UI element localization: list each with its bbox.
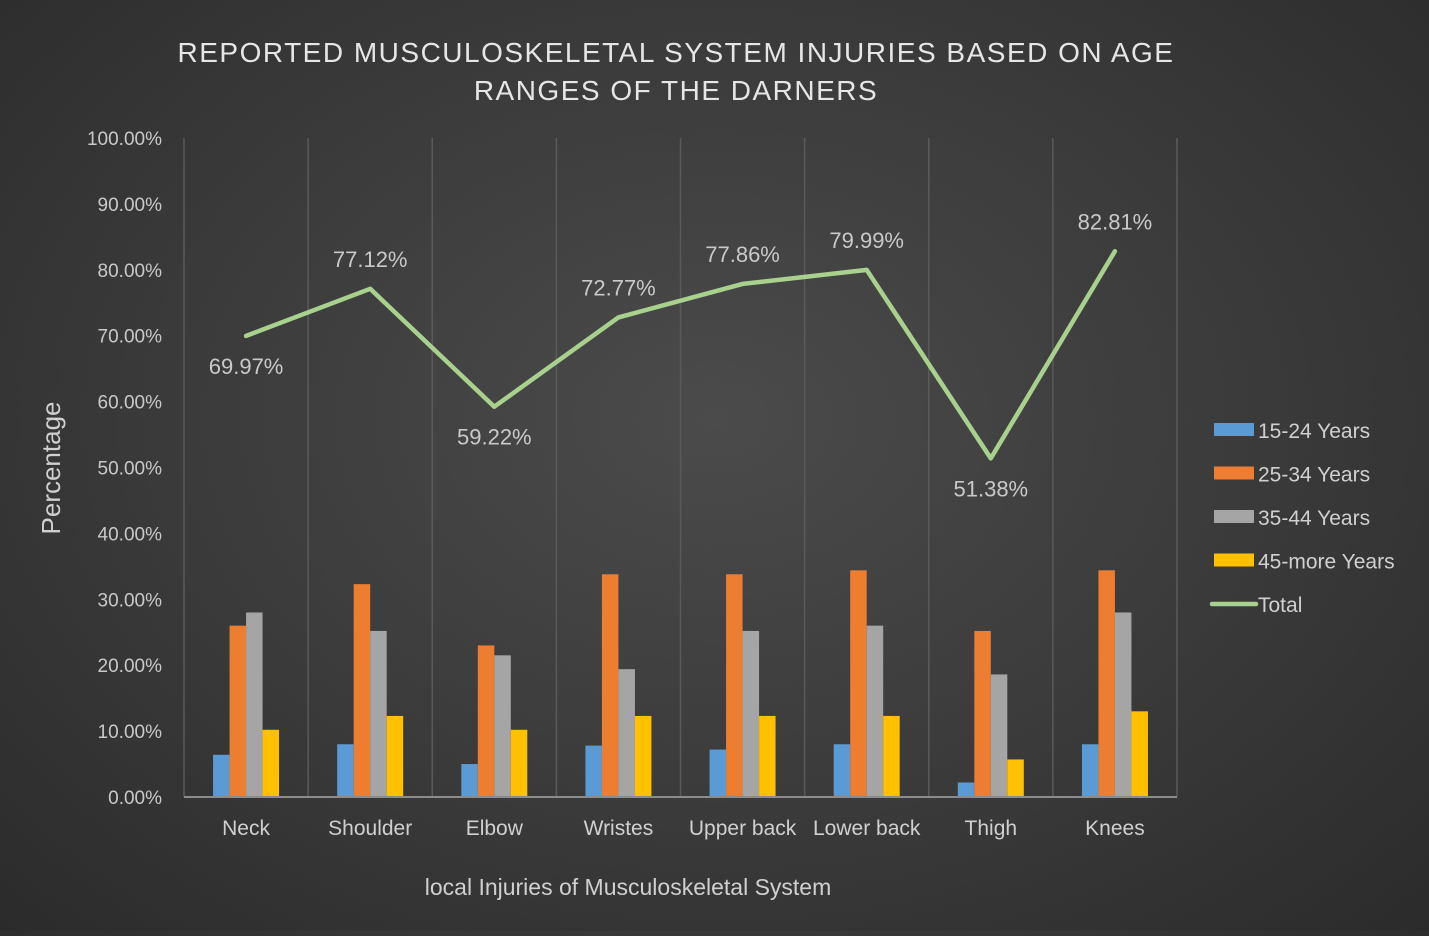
bar-45-more-years (1007, 759, 1024, 797)
legend-label: 45-more Years (1258, 551, 1395, 574)
bar-35-44-years (866, 625, 884, 797)
y-tick-label: 30.00% (98, 590, 163, 611)
bar-15-24-years (709, 749, 727, 797)
chart-title: RANGES OF THE DARNERS (474, 75, 878, 106)
x-tick-label: Thigh (965, 817, 1018, 840)
total-line-layer (243, 249, 1118, 461)
bar-25-34-years (726, 574, 743, 797)
bar-15-24-years (461, 764, 478, 797)
x-tick-label: Lower back (813, 817, 921, 840)
y-tick-label: 100.00% (87, 129, 162, 150)
data-label-total: 82.81% (1078, 209, 1153, 234)
x-tick-label: Upper back (689, 817, 797, 840)
y-axis-title: Percentage (36, 402, 66, 535)
total-line (243, 249, 1118, 461)
bar-25-34-years (974, 630, 991, 797)
legend-swatch (1214, 466, 1254, 480)
bar-35-44-years (1114, 612, 1132, 797)
legend: 15-24 Years 25-34 Years 35-44 Years 45-more… (1209, 420, 1395, 617)
bar-35-44-years (494, 655, 511, 797)
bar-35-44-years (742, 630, 760, 797)
y-tick-label: 20.00% (98, 656, 163, 677)
x-axis-title: local Injuries of Musculoskeletal System (425, 874, 832, 900)
bar-45-more-years (386, 715, 404, 797)
data-label-total: 59.22% (457, 425, 532, 450)
bar-45-more-years (262, 729, 280, 797)
data-label-total: 79.99% (829, 228, 904, 253)
bar-15-24-years (585, 745, 602, 797)
y-tick-label: 60.00% (98, 393, 163, 414)
chart-title: REPORTED MUSCULOSKELETAL SYSTEM INJURIES… (178, 37, 1175, 68)
bar-25-34-years (353, 584, 371, 797)
bar-15-24-years (1081, 744, 1099, 797)
data-label-total: 51.38% (954, 476, 1029, 501)
bar-45-more-years (634, 715, 652, 797)
bar-35-44-years (990, 674, 1008, 797)
x-tick-label: Elbow (466, 817, 524, 840)
legend-swatch (1214, 510, 1254, 523)
y-tick-label: 80.00% (98, 261, 163, 282)
bar-35-44-years (618, 669, 635, 797)
bar-45-more-years (759, 715, 776, 797)
legend-label: 15-24 Years (1258, 420, 1370, 443)
x-tick-label: Shoulder (328, 817, 412, 840)
bar-45-more-years (883, 715, 900, 797)
bars (213, 570, 1148, 797)
legend-label: 25-34 Years (1258, 464, 1370, 487)
bar-15-24-years (213, 754, 230, 797)
x-tick-label: Neck (222, 817, 270, 840)
data-label-total: 77.12% (333, 247, 408, 272)
y-tick-label: 10.00% (98, 722, 163, 743)
legend-swatch (1214, 423, 1254, 436)
data-label-total: 72.77% (581, 275, 656, 300)
text-layer: 0.00% 10.00% 20.00% 30.00% 40.00% 50.00% 60.00… (36, 37, 1175, 900)
gridlines (183, 138, 1178, 797)
y-tick-label: 0.00% (108, 788, 162, 809)
legend-label: Total (1258, 594, 1302, 617)
bar-25-34-years (1098, 570, 1115, 797)
bar-35-44-years (370, 630, 387, 797)
bar-25-34-years (850, 570, 867, 797)
x-tick-label: Wristes (584, 817, 654, 840)
bar-25-34-years (477, 645, 495, 797)
x-tick-label: Knees (1085, 817, 1145, 840)
y-tick-label: 70.00% (98, 327, 163, 348)
bar-35-44-years (246, 612, 263, 797)
bar-25-34-years (229, 625, 247, 797)
bar-15-24-years (957, 782, 975, 797)
bar-15-24-years (833, 744, 851, 797)
y-tick-label: 90.00% (98, 195, 163, 216)
y-tick-label: 50.00% (98, 459, 163, 480)
data-label-total: 69.97% (209, 354, 284, 379)
bar-45-more-years (510, 729, 528, 797)
bar-15-24-years (337, 744, 354, 797)
y-tick-label: 40.00% (98, 524, 163, 545)
legend-swatch (1214, 553, 1254, 567)
legend-label: 35-44 Years (1258, 507, 1370, 530)
bar-25-34-years (601, 574, 619, 797)
data-label-total: 77.86% (705, 242, 780, 267)
bar-45-more-years (1131, 711, 1148, 797)
